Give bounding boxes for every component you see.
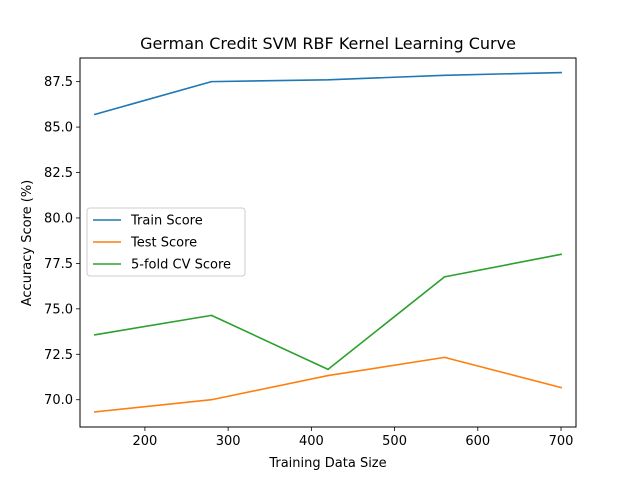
y-tick-label: 75.0 — [44, 302, 73, 317]
x-axis-label: Training Data Size — [268, 456, 386, 471]
x-tick-label: 300 — [216, 434, 241, 449]
y-tick-label: 87.5 — [44, 75, 73, 90]
data-point — [94, 411, 96, 413]
y-tick-label: 80.0 — [44, 211, 73, 226]
data-point — [210, 80, 213, 83]
x-tick-label: 700 — [549, 434, 574, 449]
data-point — [327, 79, 329, 81]
legend: Train Score Test Score 5-fold CV Score — [86, 207, 246, 277]
data-point — [443, 74, 446, 77]
data-point — [560, 71, 562, 74]
data-point — [560, 253, 562, 256]
data-point — [327, 368, 329, 371]
x-tick-label: 600 — [465, 434, 490, 449]
legend-label: Train Score — [130, 214, 203, 229]
x-tick-label: 500 — [382, 434, 407, 449]
data-point — [94, 334, 96, 336]
x-tick-label: 200 — [132, 434, 157, 449]
y-tick-label: 82.5 — [44, 166, 73, 181]
legend-box — [86, 207, 246, 277]
plot-area — [93, 71, 562, 413]
y-tick-label: 77.5 — [44, 257, 73, 272]
y-tick-label: 70.0 — [44, 393, 73, 408]
data-point — [210, 398, 213, 401]
x-axis-ticks: 200 300 400 500 600 700 — [132, 427, 573, 449]
x-tick-label: 400 — [299, 434, 324, 449]
data-point — [210, 314, 213, 317]
legend-label: Test Score — [130, 236, 197, 251]
y-axis-ticks: 70.0 72.5 75.0 77.5 80.0 82.5 85.0 87.5 — [44, 75, 80, 408]
axes-frame — [79, 57, 577, 428]
data-point — [327, 374, 329, 377]
data-point — [94, 113, 96, 116]
data-point — [443, 356, 446, 359]
chart-title: German Credit SVM RBF Kernel Learning Cu… — [140, 34, 516, 53]
legend-label: 5-fold CV Score — [131, 258, 231, 273]
data-point — [443, 276, 446, 278]
y-tick-label: 85.0 — [44, 121, 73, 136]
y-axis-label: Accuracy Score (%) — [20, 180, 35, 307]
y-tick-label: 72.5 — [44, 348, 73, 363]
data-point — [560, 386, 562, 389]
